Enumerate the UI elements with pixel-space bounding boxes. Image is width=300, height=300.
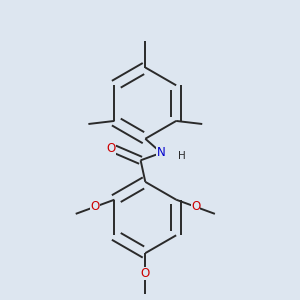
Text: O: O xyxy=(191,200,200,213)
Text: O: O xyxy=(141,267,150,280)
Text: O: O xyxy=(91,200,100,213)
Text: N: N xyxy=(157,146,166,159)
Text: O: O xyxy=(106,142,115,154)
Text: H: H xyxy=(178,151,186,160)
